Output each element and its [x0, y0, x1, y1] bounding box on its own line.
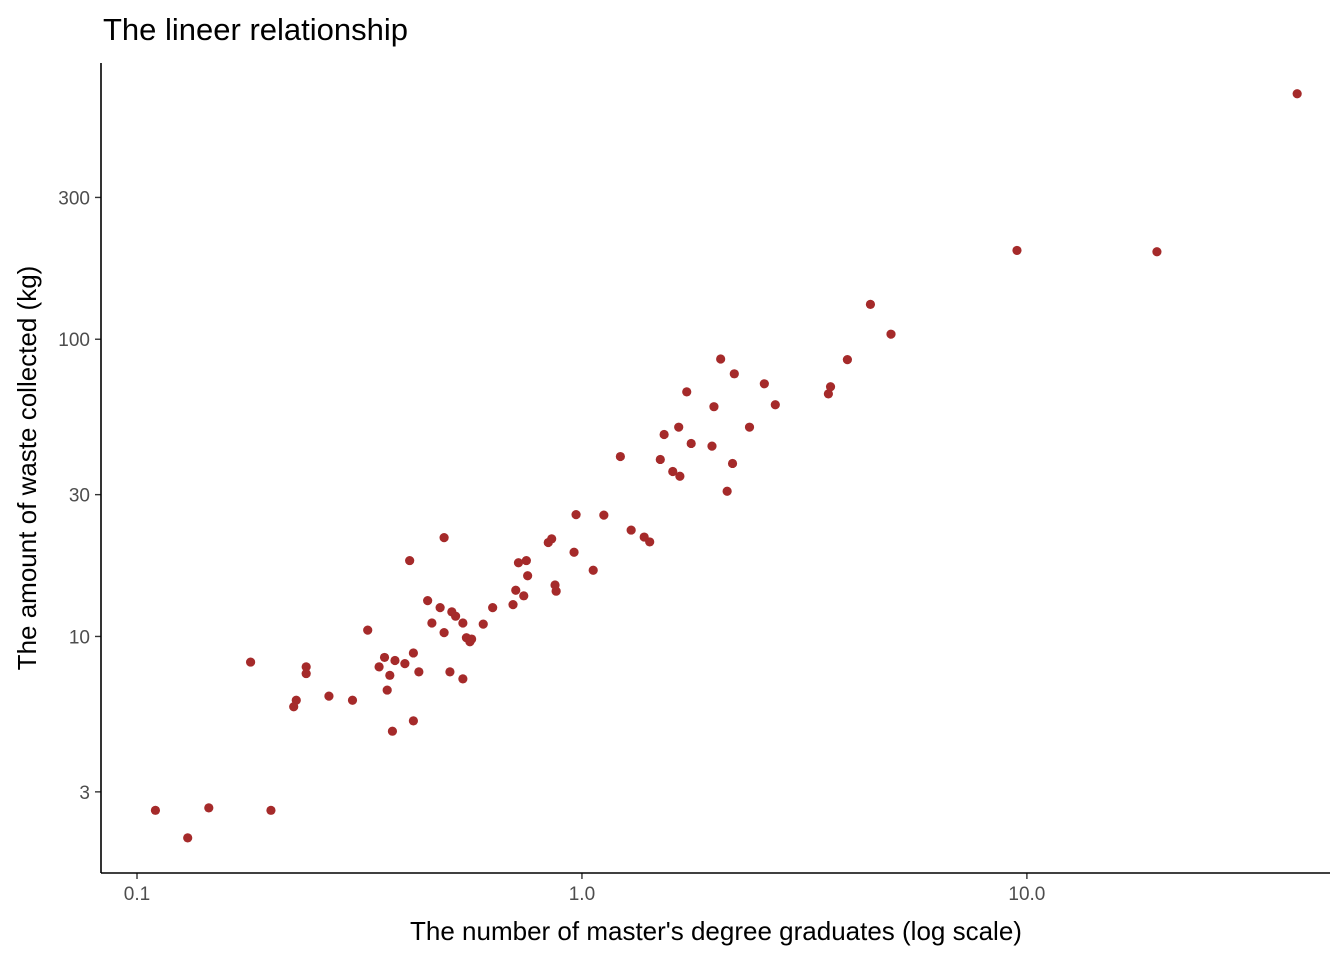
y-axis-ticks: 3 10 30 100 300: [58, 188, 101, 804]
data-point: [615, 451, 625, 462]
x-tick-label: 10.0: [1008, 884, 1045, 905]
data-point: [1152, 247, 1162, 257]
y-tick-label: 300: [58, 188, 90, 209]
data-point: [1012, 245, 1022, 256]
data-point: [150, 805, 161, 815]
data-point: [551, 586, 561, 596]
data-point: [770, 400, 780, 410]
data-point: [571, 510, 581, 520]
data-point: [511, 585, 521, 595]
data-point: [709, 402, 719, 412]
data-point: [886, 329, 896, 339]
data-point: [458, 674, 468, 684]
data-point: [842, 355, 852, 365]
data-point: [588, 565, 598, 575]
data-point: [722, 486, 732, 496]
x-axis-ticks: 0.1 1.0 10.0: [124, 873, 1045, 905]
data-point: [385, 670, 395, 680]
data-point: [716, 354, 726, 364]
data-point: [458, 618, 468, 628]
data-point: [204, 803, 214, 813]
data-point: [408, 648, 418, 658]
data-point: [363, 625, 373, 635]
data-point: [439, 628, 449, 638]
data-point: [668, 466, 678, 477]
data-point: [865, 299, 876, 309]
x-tick-label: 1.0: [569, 884, 595, 905]
data-point: [478, 619, 488, 629]
data-point: [382, 685, 392, 695]
data-point: [523, 571, 533, 581]
data-point: [599, 510, 609, 520]
data-point: [423, 596, 433, 606]
data-point: [291, 695, 301, 705]
data-point: [519, 591, 529, 601]
y-tick-label: 30: [69, 486, 90, 507]
data-point: [387, 726, 398, 736]
data-point: [183, 833, 193, 843]
data-points: [150, 89, 1302, 843]
y-tick-label: 3: [79, 783, 90, 804]
data-point: [347, 695, 358, 705]
data-point: [301, 662, 311, 672]
data-point: [400, 659, 410, 669]
data-point: [513, 558, 524, 568]
y-tick-label: 100: [58, 330, 90, 351]
data-point: [686, 438, 696, 449]
data-point: [301, 668, 311, 679]
data-point: [450, 611, 461, 621]
data-point: [655, 454, 665, 465]
data-point: [1292, 89, 1302, 99]
data-point: [626, 525, 636, 535]
data-point: [759, 379, 769, 389]
data-point: [374, 662, 384, 672]
data-point: [521, 555, 531, 566]
data-point: [445, 667, 455, 677]
data-point: [707, 441, 717, 451]
data-point: [390, 655, 400, 666]
data-point: [569, 547, 579, 557]
data-point: [439, 533, 449, 543]
data-point: [645, 537, 655, 547]
y-axis-title: The amount of waste collected (kg): [12, 266, 42, 671]
data-point: [674, 422, 684, 432]
data-point: [379, 652, 390, 663]
data-point: [547, 534, 557, 544]
data-point: [408, 716, 418, 726]
data-point: [675, 471, 685, 481]
data-point: [427, 618, 437, 628]
data-point: [659, 429, 669, 440]
x-tick-label: 0.1: [124, 884, 150, 905]
data-point: [245, 657, 256, 667]
data-point: [324, 691, 334, 701]
data-point: [467, 634, 477, 644]
data-point: [414, 667, 424, 677]
x-axis-title: The number of master's degree graduates …: [410, 916, 1022, 946]
data-point: [435, 603, 445, 613]
chart-title: The lineer relationship: [103, 12, 408, 47]
data-point: [825, 382, 836, 392]
data-point: [508, 599, 518, 610]
data-point: [682, 387, 692, 397]
data-point: [823, 389, 833, 399]
data-point: [266, 805, 276, 815]
y-tick-label: 10: [69, 627, 90, 648]
data-point: [488, 603, 498, 613]
data-point: [744, 422, 755, 432]
data-point: [405, 555, 415, 566]
data-point: [727, 458, 738, 469]
data-point: [729, 369, 739, 379]
